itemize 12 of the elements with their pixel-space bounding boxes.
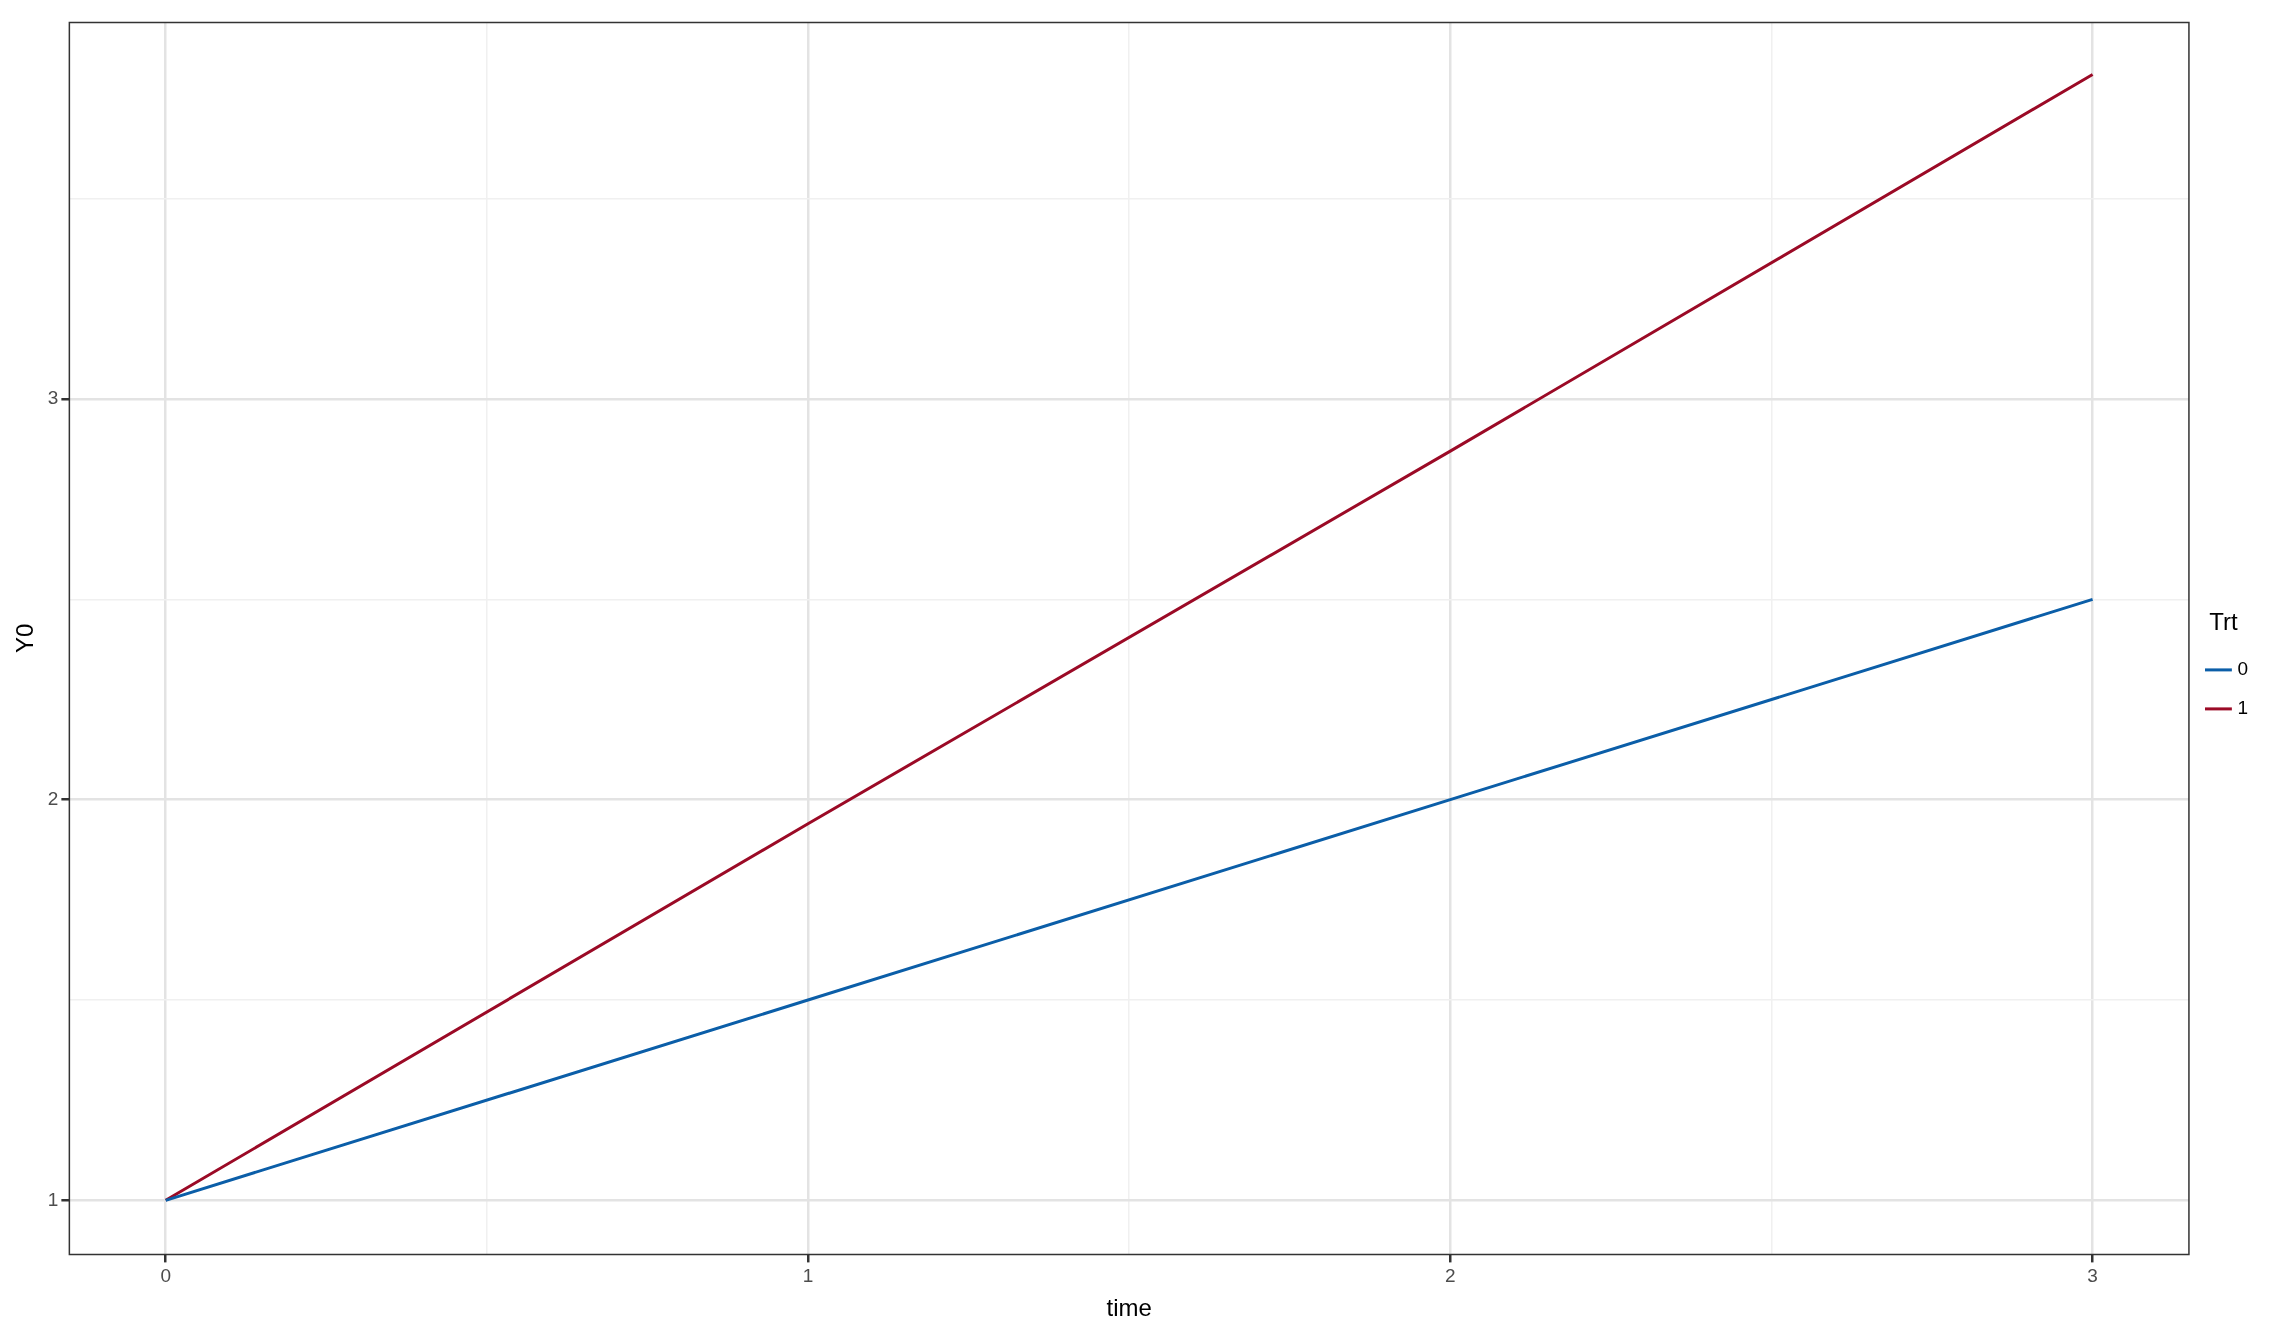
x-tick-label: 2 <box>1445 1265 1456 1287</box>
y-tick-label: 1 <box>47 1188 59 1210</box>
legend-label: 0 <box>2237 658 2249 680</box>
legend-title: Trt <box>2209 608 2239 636</box>
x-tick-label: 0 <box>160 1265 171 1287</box>
y-tick-label: 2 <box>47 787 59 809</box>
x-axis-title: time <box>1106 1294 1152 1322</box>
y-axis-title: Y0 <box>11 623 39 654</box>
x-tick-label: 1 <box>802 1265 814 1287</box>
legend-label: 1 <box>2237 697 2249 719</box>
x-tick-label: 3 <box>2087 1265 2098 1287</box>
y-tick-label: 3 <box>47 387 59 409</box>
